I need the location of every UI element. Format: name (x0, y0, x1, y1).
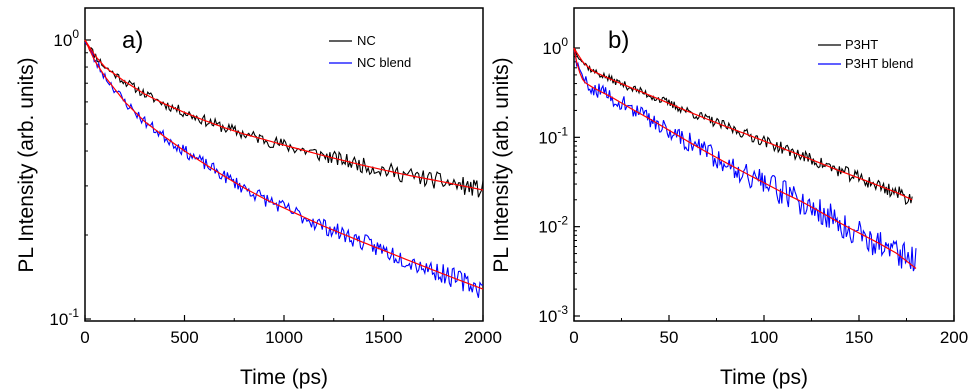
series-line-nc (84, 41, 484, 198)
x-tick-label: 1500 (365, 328, 403, 347)
y-axis-ticks-b: 100 10-1 10-2 10-3 (538, 35, 580, 326)
legend-label-nc-blend: NC blend (357, 55, 411, 70)
series-group-b (573, 47, 917, 272)
plot-frame-a (84, 7, 484, 322)
x-tick-label: 200 (940, 328, 968, 347)
y-tick-label: 10-3 (538, 303, 568, 326)
x-axis-ticks-a: 0 500 1000 1500 2000 (80, 315, 502, 347)
x-tick-label: 50 (660, 328, 679, 347)
x-tick-label: 2000 (464, 328, 502, 347)
y-axis-ticks-a: 100 10-1 (49, 27, 91, 329)
legend-a: NC NC blend (329, 33, 411, 70)
y-tick-label: 100 (53, 27, 79, 50)
y-axis-label-b: PL Intensity (arb. units) (490, 57, 513, 272)
panel-a: a) Time (ps) PL Intensity (arb. units) 0… (15, 7, 502, 389)
y-tick-label: 10-1 (538, 124, 568, 147)
x-tick-label: 0 (569, 328, 578, 347)
series-line-p3ht (573, 48, 913, 205)
plot-frame-b (573, 7, 955, 322)
y-tick-label: 100 (542, 35, 568, 58)
fit-line-1 (573, 47, 917, 269)
series-line-nc-blend (84, 41, 484, 298)
x-axis-ticks-b: 0 50 100 150 200 (569, 315, 968, 347)
legend-label-p3ht-blend: P3HT blend (845, 56, 913, 71)
legend-b: P3HT P3HT blend (818, 37, 913, 71)
x-tick-label: 150 (845, 328, 873, 347)
series-line-p3ht-blend (573, 50, 917, 272)
y-tick-label: 10-1 (49, 306, 79, 329)
y-axis-label-a: PL Intensity (arb. units) (15, 57, 38, 272)
x-tick-label: 500 (170, 328, 198, 347)
series-group-a (84, 39, 484, 298)
panel-label-b: b) (608, 27, 629, 54)
legend-label-p3ht: P3HT (845, 37, 878, 52)
panel-b: b) Time (ps) PL Intensity (arb. units) 0… (490, 7, 968, 389)
x-axis-label-a: Time (ps) (240, 366, 328, 389)
panel-label-a: a) (122, 27, 143, 54)
x-tick-label: 0 (80, 328, 89, 347)
y-tick-label: 10-2 (538, 214, 568, 237)
fit-line-0 (84, 39, 484, 191)
x-axis-label-b: Time (ps) (720, 366, 808, 389)
fit-line-1 (84, 39, 484, 290)
x-tick-label: 1000 (265, 328, 303, 347)
fit-line-0 (573, 47, 913, 201)
x-tick-label: 100 (750, 328, 778, 347)
legend-label-nc: NC (357, 33, 376, 48)
